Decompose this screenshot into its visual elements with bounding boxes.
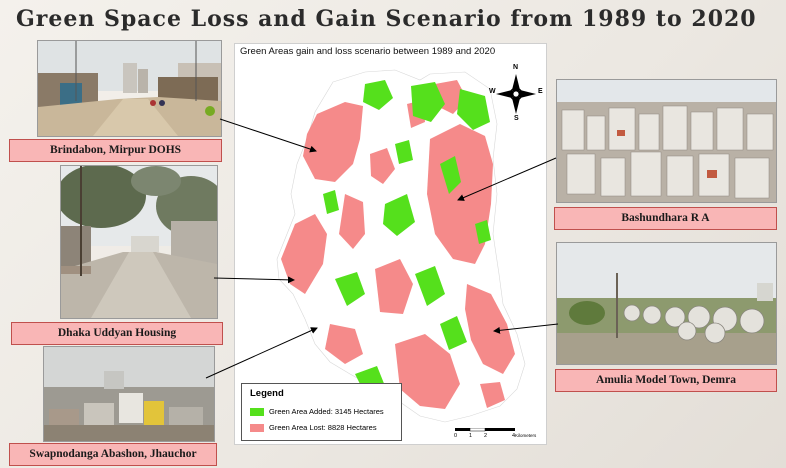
north-arrow	[496, 74, 536, 114]
south-label: S	[514, 115, 519, 122]
scale-tick-0: 0	[454, 433, 458, 439]
caption-swapnodanga: Swapnodanga Abashon, Jhauchor	[9, 443, 217, 466]
scale-tick-4: 4	[512, 433, 516, 439]
caption-bashundhara: Bashundhara R A	[554, 207, 777, 230]
map-legend: Legend Green Area Added: 3145 Hectares G…	[241, 383, 402, 441]
legend-item-added: Green Area Added: 3145 Hectares	[250, 407, 384, 417]
caption-brindabon: Brindabon, Mirpur DOHS	[9, 139, 222, 162]
legend-title: Legend	[250, 388, 284, 399]
north-label: N	[513, 64, 519, 71]
west-label: W	[489, 88, 496, 95]
legend-swatch-added	[250, 408, 264, 417]
slide-title: Green Space Loss and Gain Scenario from …	[16, 6, 757, 32]
photo-bashundhara	[556, 79, 777, 203]
scale-tick-2: 2	[484, 433, 488, 439]
legend-swatch-lost	[250, 424, 264, 433]
caption-amulia: Amulia Model Town, Demra	[555, 369, 777, 392]
scale-tick-1: 1	[469, 433, 473, 439]
map-panel: Green Areas gain and loss scenario betwe…	[234, 43, 547, 445]
photo-swapnodanga	[43, 346, 215, 442]
scale-bar: 0 1 2 4 Kilometers	[454, 428, 536, 442]
photo-dhaka-uddyan	[60, 165, 218, 319]
scale-unit: Kilometers	[515, 433, 537, 438]
caption-dhaka-uddyan: Dhaka Uddyan Housing	[11, 322, 223, 345]
photo-brindabon	[37, 40, 222, 137]
map-title: Green Areas gain and loss scenario betwe…	[240, 46, 496, 57]
east-label: E	[538, 88, 543, 95]
legend-item-lost: Green Area Lost: 8828 Hectares	[250, 423, 377, 433]
photo-amulia	[556, 242, 777, 365]
